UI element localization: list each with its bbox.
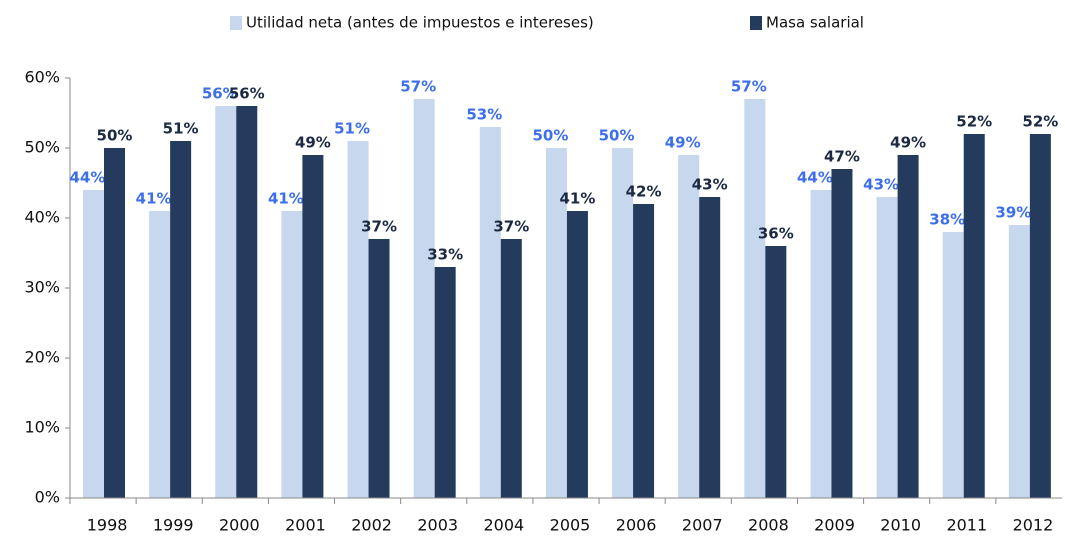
value-label: 49%	[665, 134, 701, 152]
value-label: 33%	[427, 246, 463, 264]
bar	[633, 204, 655, 498]
bar	[170, 141, 192, 498]
bar	[744, 99, 766, 498]
bar	[281, 211, 303, 498]
bar	[347, 141, 369, 498]
x-tick-label: 2006	[616, 516, 657, 535]
x-tick-label: 2003	[417, 516, 458, 535]
value-label: 57%	[731, 78, 767, 96]
value-label: 49%	[295, 134, 331, 152]
x-tick-label: 2012	[1013, 516, 1054, 535]
x-tick-label: 2005	[550, 516, 591, 535]
value-label: 47%	[824, 148, 860, 166]
bar	[149, 211, 171, 498]
y-tick-label: 50%	[24, 138, 60, 157]
x-tick-label: 2007	[682, 516, 723, 535]
y-tick-label: 30%	[24, 278, 60, 297]
legend-swatch	[230, 16, 242, 30]
value-label: 36%	[758, 225, 794, 243]
bar	[368, 239, 390, 498]
bar	[876, 197, 898, 498]
bar	[810, 190, 832, 498]
value-label: 50%	[97, 127, 133, 145]
y-tick-label: 10%	[24, 418, 60, 437]
bar	[897, 155, 919, 498]
bar	[479, 127, 501, 498]
value-label: 49%	[890, 134, 926, 152]
x-tick-label: 1998	[87, 516, 128, 535]
bar	[434, 267, 456, 498]
value-label: 44%	[70, 169, 106, 187]
bar	[545, 148, 567, 498]
y-tick-label: 20%	[24, 348, 60, 367]
value-label: 57%	[400, 78, 436, 96]
x-tick-label: 2004	[484, 516, 525, 535]
y-tick-label: 0%	[35, 488, 60, 507]
x-tick-label: 2008	[748, 516, 789, 535]
value-label: 37%	[493, 218, 529, 236]
bar	[1008, 225, 1030, 498]
x-tick-label: 2009	[814, 516, 855, 535]
bar	[612, 148, 634, 498]
x-tick-label: 2000	[219, 516, 260, 535]
bar	[302, 155, 324, 498]
y-tick-label: 40%	[24, 208, 60, 227]
bar	[500, 239, 522, 498]
legend-label: Utilidad neta (antes de impuestos e inte…	[246, 14, 594, 32]
value-label: 52%	[956, 113, 992, 131]
value-label: 41%	[559, 190, 595, 208]
value-label: 50%	[599, 127, 635, 145]
bar	[831, 169, 853, 498]
bar	[413, 99, 435, 498]
bar	[699, 197, 721, 498]
bar	[566, 211, 588, 498]
x-tick-label: 2010	[880, 516, 921, 535]
value-label: 43%	[863, 176, 899, 194]
value-label: 52%	[1022, 113, 1058, 131]
bar	[765, 246, 787, 498]
x-tick-label: 2002	[351, 516, 392, 535]
value-label: 37%	[361, 218, 397, 236]
bar	[678, 155, 700, 498]
value-label: 51%	[163, 120, 199, 138]
x-tick-label: 2011	[946, 516, 987, 535]
y-tick-label: 60%	[24, 68, 60, 87]
value-label: 43%	[692, 176, 728, 194]
x-tick-label: 1999	[153, 516, 194, 535]
value-label: 41%	[136, 190, 172, 208]
legend-swatch	[750, 16, 762, 30]
value-label: 51%	[334, 120, 370, 138]
x-tick-label: 2001	[285, 516, 326, 535]
value-label: 39%	[995, 204, 1031, 222]
value-label: 56%	[202, 85, 238, 103]
bar	[236, 106, 258, 498]
bar	[104, 148, 125, 498]
value-label: 38%	[929, 211, 965, 229]
bar	[1029, 134, 1051, 498]
value-label: 53%	[466, 106, 502, 124]
bar	[963, 134, 985, 498]
value-label: 50%	[532, 127, 568, 145]
value-label: 44%	[797, 169, 833, 187]
bar	[215, 106, 237, 498]
value-label: 56%	[229, 85, 265, 103]
value-label: 42%	[626, 183, 662, 201]
bar	[83, 190, 104, 498]
value-label: 41%	[268, 190, 304, 208]
legend-label: Masa salarial	[766, 14, 864, 32]
bar	[942, 232, 964, 498]
